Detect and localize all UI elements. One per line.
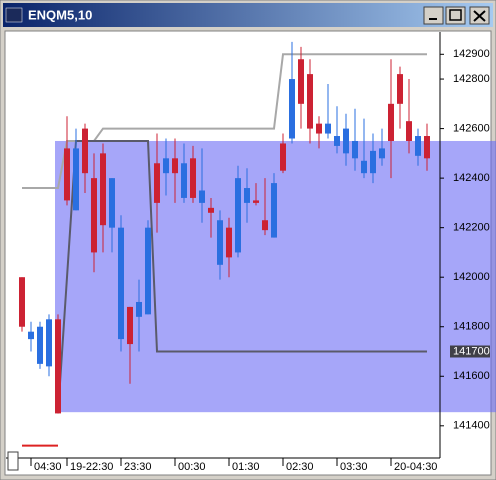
candle-body [415,136,421,156]
y-tick-label: 142800 [453,73,490,85]
candle-body [64,148,70,201]
candle-body [325,123,331,134]
candle-body [19,277,25,327]
y-tick-label: 142000 [453,271,490,283]
candle-body [172,158,178,174]
candle-body [199,190,205,203]
x-tick-label: 19-22:30 [70,461,113,473]
candle-body [100,153,106,226]
window-title: ENQM5,10 [28,7,92,22]
window-buttons[interactable] [423,6,490,25]
candle-body [226,227,232,258]
candle-body [370,150,376,174]
y-tick-label: 142200 [453,222,490,234]
candle-body [307,74,313,129]
candle-body [136,301,142,317]
candle-body [379,148,385,159]
candle-body [361,160,367,174]
candle-body [343,128,349,154]
candle-body [280,143,286,171]
candle-body [253,200,259,203]
app-icon [5,7,23,23]
minimize-button[interactable] [423,6,444,25]
candle-body [73,148,79,211]
x-tick-label: 20-04:30 [394,461,437,473]
candle-body [424,136,430,159]
candle-body [109,178,115,228]
candle-body [262,220,268,231]
current-price-box [450,345,490,358]
candle-body [118,227,124,340]
x-tick-label: 00:30 [178,461,206,473]
candle-body [154,163,160,203]
candle-body [271,183,277,238]
x-tick-label: 04:30 [34,461,62,473]
candle-body [190,158,196,198]
close-icon [473,10,486,22]
y-tick-label: 142900 [453,48,490,60]
title-bar [3,3,493,27]
candle-body [397,74,403,104]
candle-body [208,207,214,213]
candle-body [235,178,241,253]
candle-body [316,123,322,134]
candle-body [55,319,61,414]
candle-body [28,331,34,340]
candle-body [181,163,187,198]
maximize-icon [449,9,462,21]
candle-body [46,319,52,367]
candle-body [82,128,88,174]
candle-body [352,140,358,159]
y-tick-label: 141600 [453,370,490,382]
indicator-line [57,139,427,414]
x-tick-label: 01:30 [232,461,260,473]
y-tick-label: 141800 [453,321,490,333]
candle-body [388,103,394,141]
y-tick-label: 142600 [453,122,490,134]
x-tick-label: 23:30 [124,461,152,473]
y-tick-label: 142400 [453,172,490,184]
y-tick-label: 141400 [453,420,490,432]
candle-body [163,158,169,174]
candle-body [91,178,97,253]
candle-body [145,227,151,315]
candle-body [37,326,43,364]
candle-body [217,220,223,265]
current-price-label: 141700 [453,345,490,357]
plot: 141400 141600 141800 142000 142200 142400 1426… [6,32,496,473]
indicator-line [22,53,427,190]
x-tick-label: 02:30 [286,461,314,473]
candle-body [244,188,250,203]
x-tick-label: 03:30 [340,461,368,473]
candle-body [298,59,304,104]
candle-body [334,136,340,146]
candle-body [406,121,412,141]
scroll-box[interactable] [7,451,19,471]
candle-body [127,306,133,345]
candle-body [289,79,295,139]
